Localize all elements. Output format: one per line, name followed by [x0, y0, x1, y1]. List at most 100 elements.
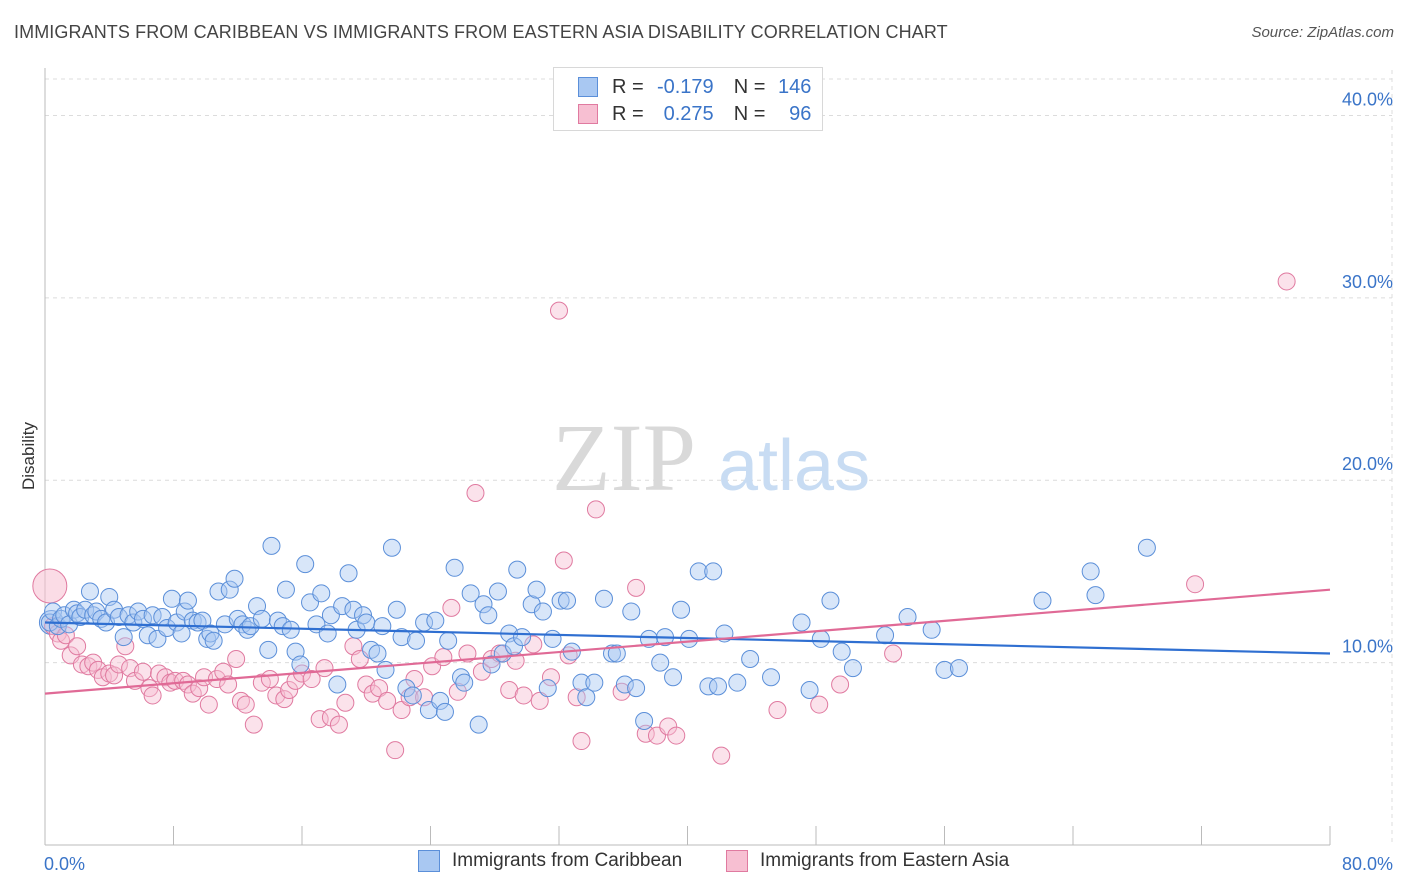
data-point-caribbean — [407, 631, 426, 650]
data-point-eastern-asia — [105, 666, 124, 685]
data-point-caribbean — [689, 562, 708, 581]
legend-row-caribbean: R = -0.179 N = 146 — [578, 75, 811, 99]
data-point-eastern-asia — [378, 691, 397, 710]
data-point-caribbean — [1033, 591, 1052, 610]
data-point-caribbean — [281, 620, 300, 639]
legend-swatch-eastern-asia — [726, 850, 748, 872]
data-point-caribbean — [133, 609, 152, 628]
data-point-eastern-asia — [231, 691, 250, 710]
data-point-eastern-asia — [275, 690, 294, 709]
data-point-eastern-asia — [627, 578, 646, 597]
data-point-caribbean — [124, 613, 143, 632]
legend-r-label: R = — [612, 75, 644, 98]
data-point-eastern-asia — [567, 688, 586, 707]
data-point-caribbean — [479, 606, 498, 625]
data-point-caribbean — [558, 591, 577, 610]
data-point-caribbean — [533, 602, 552, 621]
data-point-caribbean — [522, 595, 541, 614]
data-point-eastern-asia — [466, 484, 485, 503]
data-point-eastern-asia — [32, 568, 68, 604]
data-point-eastern-asia — [1186, 575, 1205, 594]
data-point-caribbean — [382, 538, 401, 557]
data-point-caribbean — [635, 711, 654, 730]
data-point-caribbean — [577, 688, 596, 707]
data-point-caribbean — [800, 680, 819, 699]
legend-r-label: R = — [612, 102, 644, 125]
legend-label-caribbean: Immigrants from Caribbean — [452, 850, 683, 871]
data-point-eastern-asia — [386, 741, 405, 760]
data-point-caribbean — [627, 679, 646, 698]
data-point-eastern-asia — [68, 637, 87, 656]
legend-item-eastern-asia[interactable]: Immigrants from Eastern Asia — [726, 850, 1009, 872]
data-point-eastern-asia — [884, 644, 903, 663]
data-point-eastern-asia — [472, 662, 491, 681]
data-point-caribbean — [615, 675, 634, 694]
data-point-eastern-asia — [434, 648, 453, 667]
data-point-caribbean — [762, 668, 781, 687]
data-point-eastern-asia — [227, 649, 246, 668]
legend-n-value: 96 — [789, 102, 812, 125]
data-point-caribbean — [204, 631, 223, 650]
data-point-eastern-asia — [392, 701, 411, 720]
data-point-caribbean — [811, 629, 830, 648]
data-point-caribbean — [603, 644, 622, 663]
data-point-caribbean — [193, 611, 212, 630]
y-tick-label: 40.0% — [1342, 89, 1393, 109]
data-point-caribbean — [387, 600, 406, 619]
data-point-caribbean — [162, 589, 181, 608]
data-point-eastern-asia — [109, 655, 128, 674]
data-point-caribbean — [792, 613, 811, 632]
data-point-caribbean — [508, 560, 527, 579]
data-point-caribbean — [296, 555, 315, 574]
data-point-caribbean — [639, 629, 658, 648]
data-point-eastern-asia — [199, 695, 218, 714]
data-point-caribbean — [651, 653, 670, 672]
trend-line-caribbean — [44, 621, 1331, 655]
data-point-caribbean — [373, 617, 392, 636]
data-point-caribbean — [949, 659, 968, 678]
data-point-eastern-asia — [541, 668, 560, 687]
tick-labels: 10.0% 20.0% 30.0% 40.0% 0.0% 80.0% — [44, 89, 1393, 874]
watermark-atlas: atlas — [718, 426, 870, 506]
legend-n-label: N = — [733, 102, 766, 125]
data-point-caribbean — [344, 600, 363, 619]
legend-item-caribbean[interactable]: Immigrants from Caribbean — [418, 850, 682, 872]
watermark-zip: ZIP — [552, 404, 696, 511]
data-point-caribbean — [461, 584, 480, 603]
data-point-eastern-asia — [156, 668, 175, 687]
data-point-caribbean — [198, 629, 217, 648]
legend-row-eastern-asia: R = 0.275 N = 96 — [578, 102, 811, 126]
data-point-eastern-asia — [336, 693, 355, 712]
data-point-eastern-asia — [586, 500, 605, 519]
legend-swatch-eastern-asia — [578, 104, 598, 124]
data-point-eastern-asia — [310, 710, 329, 729]
data-point-caribbean — [80, 582, 99, 601]
data-point-caribbean — [935, 660, 954, 679]
data-point-eastern-asia — [514, 686, 533, 705]
data-point-caribbean — [543, 629, 562, 648]
data-point-eastern-asia — [370, 679, 389, 698]
data-point-eastern-asia — [554, 551, 573, 570]
data-point-eastern-asia — [178, 675, 197, 694]
data-point-caribbean — [594, 589, 613, 608]
data-point-eastern-asia — [260, 670, 279, 689]
data-point-caribbean — [291, 655, 310, 674]
data-point-caribbean — [474, 595, 493, 614]
data-point-eastern-asia — [524, 635, 543, 654]
source-label: Source: ZipAtlas.com — [1251, 24, 1394, 41]
data-point-eastern-asia — [315, 659, 334, 678]
data-point-eastern-asia — [329, 715, 348, 734]
data-point-caribbean — [376, 660, 395, 679]
data-point-caribbean — [259, 640, 278, 659]
data-point-eastern-asia — [116, 637, 135, 656]
data-point-caribbean — [431, 691, 450, 710]
stats-legend: R = -0.179 N = 146 R = 0.275 N = 96 — [553, 67, 823, 131]
trend-line-eastern-asia — [44, 588, 1331, 695]
data-point-caribbean — [876, 626, 895, 645]
legend-r-value: 0.275 — [663, 102, 714, 125]
data-point-eastern-asia — [280, 680, 299, 699]
data-point-eastern-asia — [667, 726, 686, 745]
data-point-eastern-asia — [244, 715, 263, 734]
data-point-caribbean — [672, 600, 691, 619]
